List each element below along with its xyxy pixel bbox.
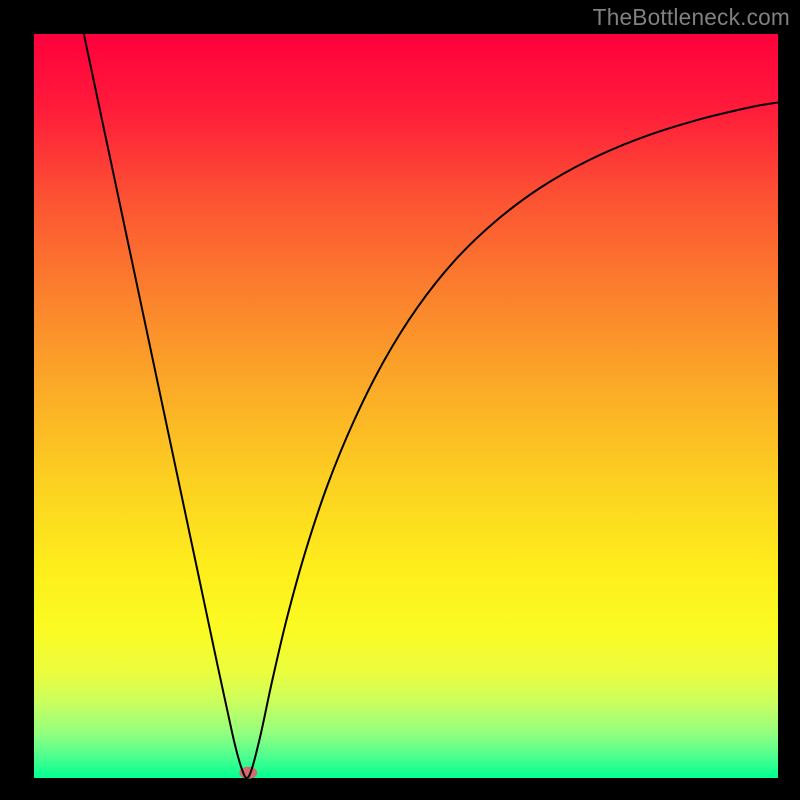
chart-background-gradient: [34, 34, 778, 778]
watermark-label: TheBottleneck.com: [593, 4, 790, 31]
chart-container: TheBottleneck.com: [0, 0, 800, 800]
